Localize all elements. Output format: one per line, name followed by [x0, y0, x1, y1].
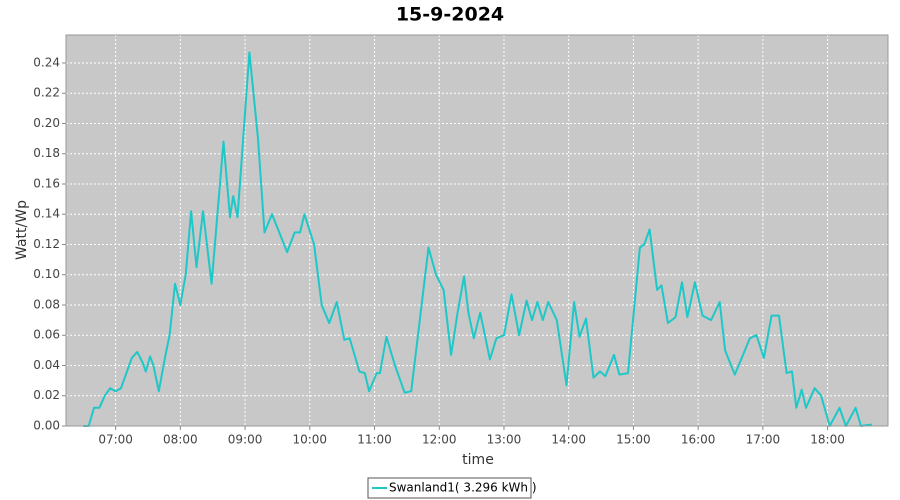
x-tick-label: 16:00: [681, 433, 716, 447]
y-tick-label: 0.06: [33, 328, 60, 342]
y-tick-label: 0.08: [33, 297, 60, 311]
x-tick-label: 07:00: [98, 433, 133, 447]
x-tick-label: 11:00: [357, 433, 392, 447]
x-tick-label: 09:00: [228, 433, 263, 447]
x-tick-label: 08:00: [163, 433, 198, 447]
x-tick-label: 14:00: [551, 433, 586, 447]
y-tick-label: 0.24: [33, 55, 60, 69]
y-tick-label: 0.12: [33, 237, 60, 251]
x-tick-label: 15:00: [616, 433, 651, 447]
y-axis-label: Watt/Wp: [14, 200, 30, 260]
legend: [367, 477, 532, 499]
y-tick-label: 0.02: [33, 388, 60, 402]
y-tick-label: 0.20: [33, 116, 60, 130]
x-tick-label: 13:00: [487, 433, 522, 447]
chart-title: 15-9-2024: [396, 4, 504, 26]
x-axis-label: time: [462, 452, 494, 468]
x-tick-label: 18:00: [810, 433, 845, 447]
legend-label: Swanland1( 3.296 kWh ): [389, 481, 537, 495]
plot-border: [65, 34, 889, 427]
plot-area: [66, 35, 888, 426]
y-tick-label: 0.10: [33, 267, 60, 281]
x-tick-label: 17:00: [746, 433, 781, 447]
y-tick-label: 0.22: [33, 86, 60, 100]
x-tick-label: 12:00: [422, 433, 457, 447]
y-tick-label: 0.14: [33, 207, 60, 221]
y-tick-label: 0.18: [33, 146, 60, 160]
x-tick-label: 10:00: [292, 433, 327, 447]
y-tick-label: 0.16: [33, 176, 60, 190]
y-tick-label: 0.00: [33, 419, 60, 433]
data-line: [83, 51, 872, 427]
y-tick-label: 0.04: [33, 358, 60, 372]
